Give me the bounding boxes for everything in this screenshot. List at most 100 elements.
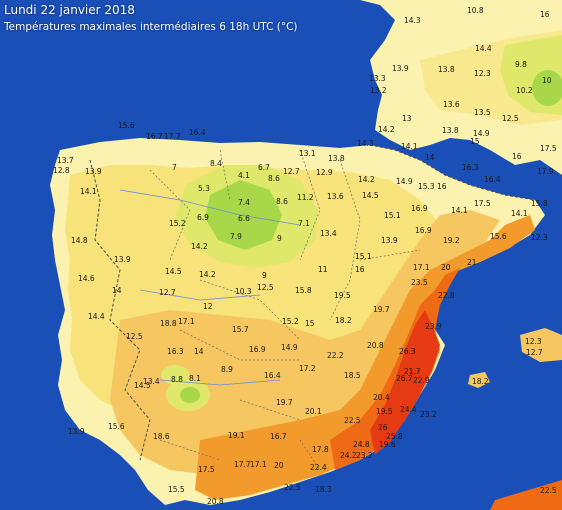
station-value: 14 <box>112 286 122 295</box>
station-value: 14.2 <box>378 125 395 134</box>
station-value: 19.6 <box>379 440 396 449</box>
map-title: Lundi 22 janvier 2018 <box>4 3 135 17</box>
station-value: 19.5 <box>376 407 393 416</box>
station-value: 14.5 <box>165 267 182 276</box>
station-value: 14.3 <box>404 16 421 25</box>
station-value: 16 <box>540 10 550 19</box>
river-lines <box>119 189 301 386</box>
iberia-red-zone <box>370 310 440 455</box>
station-value: 17.7 <box>164 132 181 141</box>
station-value: 12.9 <box>316 168 333 177</box>
station-value: 12.5 <box>502 114 519 123</box>
station-value: 17.1 <box>413 263 430 272</box>
station-value: 19.2 <box>443 236 460 245</box>
station-value: 16.9 <box>411 204 428 213</box>
station-value: 17.2 <box>299 364 316 373</box>
station-value: 26 <box>378 423 388 432</box>
station-value: 10.3 <box>235 287 252 296</box>
station-value: 10.2 <box>516 86 533 95</box>
station-value: 4.1 <box>238 171 250 180</box>
station-value: 26.3 <box>399 347 416 356</box>
station-value: 16.3 <box>167 347 184 356</box>
station-value: 16.7 <box>270 432 287 441</box>
station-value: 9 <box>262 271 267 280</box>
station-value: 24.8 <box>353 440 370 449</box>
station-value: 8.8 <box>171 375 183 384</box>
station-value: 13.8 <box>328 154 345 163</box>
station-value: 22.2 <box>327 351 344 360</box>
station-value: 14.1 <box>80 187 97 196</box>
station-value: 23.5 <box>411 278 428 287</box>
station-value: 18.5 <box>344 371 361 380</box>
station-value: 7.9 <box>230 232 242 241</box>
station-value: 13.4 <box>143 377 160 386</box>
station-value: 20.8 <box>367 341 384 350</box>
station-value: 13.6 <box>443 100 460 109</box>
station-value: 21 <box>467 258 477 267</box>
station-value: 14.1 <box>401 142 418 151</box>
station-value: 12.7 <box>283 167 300 176</box>
station-value: 18.2 <box>335 316 352 325</box>
station-value: 17.1 <box>178 317 195 326</box>
station-value: 13.4 <box>320 229 337 238</box>
station-value: 6.9 <box>197 213 209 222</box>
station-value: 14.1 <box>451 206 468 215</box>
station-value: 13.9 <box>68 427 85 436</box>
station-value: 12.3 <box>531 233 548 242</box>
station-value: 18.6 <box>153 432 170 441</box>
province-lines <box>149 149 421 471</box>
station-value: 14.4 <box>475 44 492 53</box>
station-value: 12.7 <box>526 348 543 357</box>
station-value: 15.6 <box>108 422 125 431</box>
station-value: 15.3 <box>418 182 435 191</box>
station-value: 14.9 <box>473 129 490 138</box>
station-value: 14.9 <box>396 177 413 186</box>
station-value: 15 <box>305 319 315 328</box>
station-value: 13.9 <box>392 64 409 73</box>
station-value: 15.8 <box>295 286 312 295</box>
station-value: 15.2 <box>282 317 299 326</box>
station-value: 14.2 <box>199 270 216 279</box>
station-value: 7 <box>172 163 177 172</box>
station-value: 14.3 <box>357 139 374 148</box>
station-value: 22.9 <box>413 376 430 385</box>
station-value: 15.6 <box>490 232 507 241</box>
station-value: 13.6 <box>327 192 344 201</box>
station-value: 13.8 <box>438 65 455 74</box>
station-value: 15.7 <box>232 325 249 334</box>
iberia-green-zone <box>205 180 282 250</box>
station-value: 24.4 <box>400 405 417 414</box>
balearic-ibiza <box>468 372 490 388</box>
station-value: 14 <box>425 153 435 162</box>
station-value: 15.6 <box>118 121 135 130</box>
station-value: 24.2 <box>340 451 357 460</box>
station-value: 8.6 <box>268 174 280 183</box>
station-value: 23.2 <box>420 410 437 419</box>
station-value: 14.2 <box>358 175 375 184</box>
france-spain-border <box>369 144 536 201</box>
station-value: 22.5 <box>284 483 301 492</box>
station-value: 8.9 <box>221 365 233 374</box>
station-value: 13.9 <box>85 167 102 176</box>
station-value: 23.2 <box>356 451 373 460</box>
station-value: 14.2 <box>191 242 208 251</box>
lime-spot-west <box>161 365 189 385</box>
station-value: 13.8 <box>442 126 459 135</box>
station-value: 14.8 <box>71 236 88 245</box>
green-spot-south <box>180 387 200 403</box>
station-value: 8.6 <box>276 197 288 206</box>
station-value: 16.4 <box>484 175 501 184</box>
station-value: 16 <box>512 152 522 161</box>
station-value: 7.4 <box>238 198 250 207</box>
station-value: 8.4 <box>210 159 222 168</box>
station-value: 19.5 <box>334 291 351 300</box>
portugal-border <box>89 159 151 461</box>
station-value: 10.8 <box>467 6 484 15</box>
station-value: 19.1 <box>228 431 245 440</box>
station-value: 12.7 <box>159 288 176 297</box>
station-value: 16.4 <box>264 371 281 380</box>
station-value: 7.1 <box>298 219 310 228</box>
station-value: 14.9 <box>281 343 298 352</box>
